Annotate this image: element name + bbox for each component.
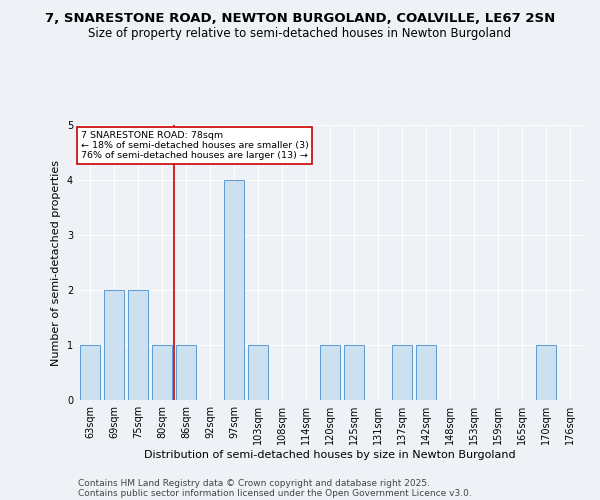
Y-axis label: Number of semi-detached properties: Number of semi-detached properties [52,160,61,366]
Bar [344,345,364,400]
Bar [416,345,436,400]
Bar [320,345,340,400]
Bar [128,290,148,400]
Text: Size of property relative to semi-detached houses in Newton Burgoland: Size of property relative to semi-detach… [88,28,512,40]
X-axis label: Distribution of semi-detached houses by size in Newton Burgoland: Distribution of semi-detached houses by … [144,450,516,460]
Text: 7 SNARESTONE ROAD: 78sqm
← 18% of semi-detached houses are smaller (3)
76% of se: 7 SNARESTONE ROAD: 78sqm ← 18% of semi-d… [80,130,308,160]
Bar [248,345,268,400]
Bar [104,290,124,400]
Bar [176,345,196,400]
Bar [152,345,172,400]
Bar [392,345,412,400]
Bar [224,180,244,400]
Text: 7, SNARESTONE ROAD, NEWTON BURGOLAND, COALVILLE, LE67 2SN: 7, SNARESTONE ROAD, NEWTON BURGOLAND, CO… [45,12,555,26]
Text: Contains public sector information licensed under the Open Government Licence v3: Contains public sector information licen… [78,488,472,498]
Bar [80,345,100,400]
Text: Contains HM Land Registry data © Crown copyright and database right 2025.: Contains HM Land Registry data © Crown c… [78,478,430,488]
Bar [536,345,556,400]
